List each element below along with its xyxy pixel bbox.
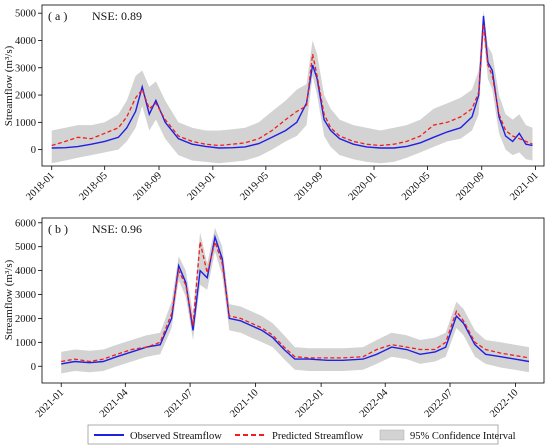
panel-a-x-ticks: 2018-01 2018-05 2018-09 2019-01 2019-05 2019-… bbox=[24, 166, 541, 203]
panel-b-nse: NSE: 0.96 bbox=[92, 222, 142, 236]
panel-b-y-ticks: 0 1000 2000 3000 4000 5000 6000 bbox=[15, 218, 42, 373]
y-tick-label: 0 bbox=[31, 362, 36, 373]
panel-b-confidence-band bbox=[61, 227, 529, 374]
panel-b-ci-band bbox=[61, 227, 529, 374]
panel-b-label: ( b ) bbox=[48, 222, 68, 236]
x-tick-label: 2021-01 bbox=[34, 387, 67, 420]
panel-b-series bbox=[61, 234, 530, 365]
panel-a-ylabel: Streamflow (m³/s) bbox=[3, 45, 15, 126]
y-tick-label: 5000 bbox=[15, 242, 36, 253]
y-tick-label: 3000 bbox=[15, 290, 36, 301]
x-tick-label: 2019-09 bbox=[293, 170, 326, 203]
x-tick-label: 2020-09 bbox=[454, 170, 487, 203]
x-tick-label: 2020-01 bbox=[347, 170, 380, 203]
x-tick-label: 2022-04 bbox=[358, 387, 391, 420]
x-tick-label: 2019-05 bbox=[238, 170, 271, 203]
y-tick-label: 4000 bbox=[15, 266, 36, 277]
panel-a-ci-band bbox=[51, 10, 533, 164]
y-tick-label: 2000 bbox=[15, 314, 36, 325]
y-tick-label: 3000 bbox=[15, 63, 36, 74]
panel-b-predicted-line bbox=[61, 239, 530, 363]
y-tick-label: 2000 bbox=[15, 91, 36, 102]
y-tick-label: 6000 bbox=[15, 218, 36, 229]
panel-a-confidence-band bbox=[51, 10, 533, 164]
x-tick-label: 2021-07 bbox=[163, 387, 196, 420]
x-tick-label: 2022-10 bbox=[488, 387, 521, 420]
x-tick-label: 2022-07 bbox=[423, 387, 456, 420]
x-tick-label: 2019-01 bbox=[185, 170, 218, 203]
panel-a-nse: NSE: 0.89 bbox=[92, 9, 142, 23]
x-tick-label: 2020-05 bbox=[400, 170, 433, 203]
panel-a-predicted-line bbox=[51, 24, 533, 147]
y-tick-label: 5000 bbox=[15, 9, 36, 20]
legend: Observed Streamflow Predicted Streamflow… bbox=[87, 424, 516, 445]
panel-a-frame bbox=[41, 4, 545, 167]
panel-b-observed-line bbox=[61, 234, 530, 365]
legend-observed-label: Observed Streamflow bbox=[130, 431, 222, 442]
panel-b: 0 1000 2000 3000 4000 5000 6000 2021-01 2021-04… bbox=[3, 217, 545, 420]
panel-b-ylabel: Streamflow (m³/s) bbox=[3, 259, 15, 340]
panel-a-label: ( a ) bbox=[48, 9, 67, 23]
x-tick-label: 2021-10 bbox=[228, 387, 261, 420]
legend-ci-label: 95% Confidence Interval bbox=[410, 431, 516, 442]
panel-b-frame bbox=[41, 217, 545, 384]
legend-predicted-label: Predicted Streamflow bbox=[272, 431, 364, 442]
x-tick-label: 2018-01 bbox=[24, 170, 57, 203]
x-tick-label: 2021-01 bbox=[508, 170, 541, 203]
x-tick-label: 2018-09 bbox=[132, 170, 165, 203]
y-tick-label: 1000 bbox=[15, 338, 36, 349]
y-tick-label: 1000 bbox=[15, 118, 36, 129]
panel-b-x-ticks: 2021-01 2021-04 2021-07 2021-10 2022-01 2022-… bbox=[34, 383, 521, 420]
x-tick-label: 2018-05 bbox=[77, 170, 110, 203]
y-tick-label: 4000 bbox=[15, 36, 36, 47]
legend-ci-swatch bbox=[379, 429, 405, 441]
x-tick-label: 2022-01 bbox=[294, 387, 327, 420]
x-tick-label: 2021-04 bbox=[98, 387, 131, 420]
y-tick-label: 0 bbox=[31, 145, 36, 156]
panel-a-series bbox=[51, 15, 533, 149]
panel-a-y-ticks: 0 1000 2000 3000 4000 5000 bbox=[15, 9, 42, 156]
